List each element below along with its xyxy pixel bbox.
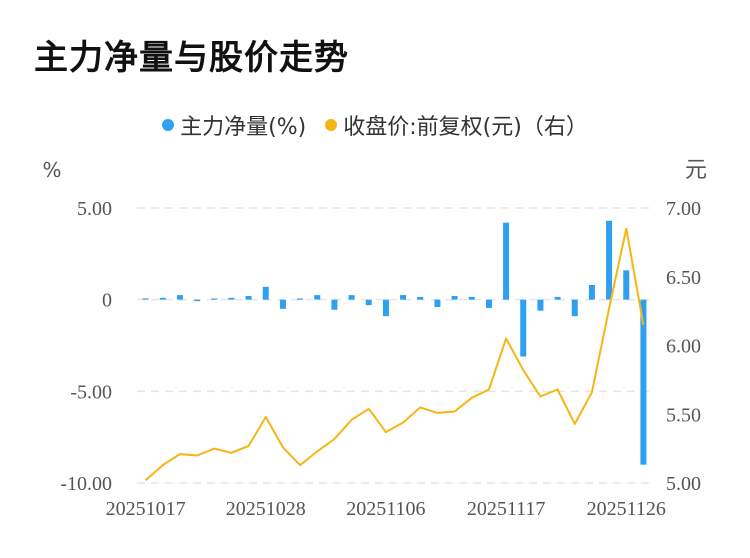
net-volume-bar: [434, 299, 441, 307]
net-volume-bar: [314, 295, 321, 300]
net-volume-bar: [331, 299, 338, 310]
left-tick-label: 0: [102, 290, 112, 312]
legend-item-net-volume[interactable]: 主力净量(%): [162, 109, 306, 141]
net-volume-bar: [571, 299, 578, 317]
net-volume-bar: [245, 296, 252, 300]
x-tick-label: 20251106: [346, 498, 425, 520]
net-volume-bar: [537, 299, 544, 311]
net-volume-bar: [142, 298, 149, 300]
right-tick-label: 6.50: [666, 267, 701, 289]
net-volume-bar: [468, 296, 475, 300]
legend: 主力净量(%) 收盘价:前复权(元)（右）: [0, 109, 750, 141]
net-volume-bar: [297, 298, 304, 300]
legend-label-net-volume: 主力净量(%): [180, 115, 307, 140]
net-volume-bar: [503, 222, 510, 300]
left-tick-label: 5.00: [77, 198, 112, 220]
net-volume-bar: [262, 286, 269, 300]
chart-title: 主力净量与股价走势: [34, 38, 349, 78]
left-tick-label: -5.00: [70, 381, 112, 403]
net-volume-bar: [520, 299, 527, 357]
net-volume-bar: [623, 270, 630, 300]
net-volume-bar: [176, 295, 183, 300]
net-volume-bar: [451, 296, 458, 300]
net-volume-bar: [365, 299, 372, 306]
net-volume-bar: [382, 299, 389, 317]
left-axis-unit: %: [42, 158, 61, 182]
x-tick-label: 20251126: [587, 498, 666, 520]
right-tick-label: 5.00: [666, 473, 701, 495]
net-volume-bar: [211, 298, 218, 300]
x-tick-label: 20251028: [226, 498, 306, 520]
net-volume-bar: [228, 297, 235, 300]
right-tick-label: 6.00: [666, 336, 701, 358]
net-volume-bar: [554, 296, 561, 300]
net-volume-bar: [400, 295, 407, 300]
net-volume-bar: [606, 220, 613, 300]
right-tick-label: 7.00: [666, 198, 701, 220]
legend-label-close-price: 收盘价:前复权(元)（右）: [343, 115, 588, 140]
net-volume-bar: [640, 299, 647, 465]
legend-item-close-price[interactable]: 收盘价:前复权(元)（右）: [325, 109, 588, 141]
net-volume-bar: [159, 297, 166, 300]
net-volume-bar: [588, 285, 595, 300]
right-tick-label: 5.50: [666, 404, 701, 426]
x-tick-label: 20251017: [106, 498, 186, 520]
net-volume-bar: [417, 296, 424, 300]
net-volume-bar: [485, 299, 492, 308]
legend-swatch-close-price: [325, 119, 338, 131]
left-tick-label: -10.00: [60, 473, 112, 495]
net-volume-bar: [348, 295, 355, 300]
net-volume-bar: [279, 299, 286, 309]
right-axis-unit: 元: [685, 158, 707, 183]
legend-swatch-net-volume: [162, 119, 175, 131]
close-price-line: [144, 227, 645, 482]
net-volume-bar: [194, 299, 201, 302]
x-tick-label: 20251117: [467, 498, 546, 520]
